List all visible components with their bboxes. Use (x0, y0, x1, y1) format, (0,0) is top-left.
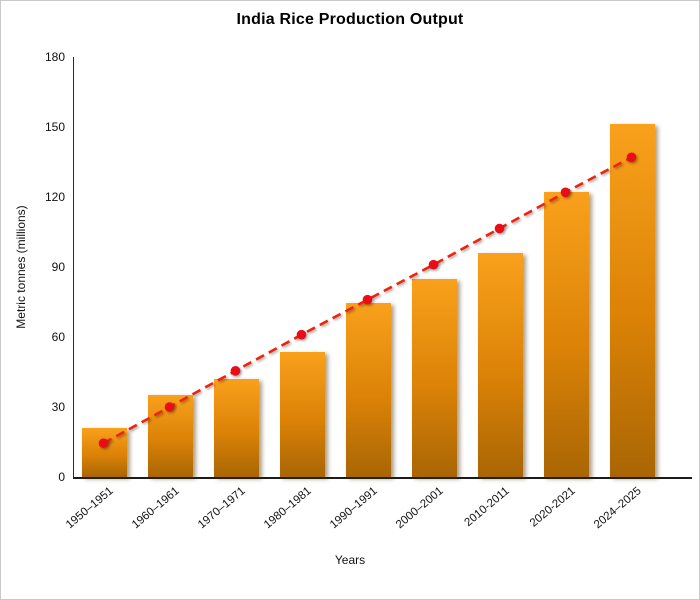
x-category-label: 1970–1971 (195, 485, 248, 532)
bar (214, 379, 259, 477)
chart-title: India Rice Production Output (236, 11, 464, 28)
x-category-label: 1960–1961 (129, 485, 182, 532)
x-category-label: 2010-2011 (462, 485, 512, 530)
plot-area (73, 57, 692, 479)
y-tick-label: 60 (51, 330, 65, 344)
bar (478, 253, 523, 477)
bar (346, 303, 391, 477)
bar (412, 278, 457, 477)
x-category-label: 2000–2001 (393, 485, 446, 532)
x-category-label: 2024–2025 (591, 485, 644, 532)
y-tick-label: 150 (44, 120, 65, 134)
y-tick-label: 30 (51, 400, 65, 414)
bar (280, 352, 325, 477)
y-tick-label: 90 (51, 260, 65, 274)
bar (544, 192, 589, 477)
x-category-label: 1950–1951 (63, 485, 116, 532)
x-category-label: 1980–1981 (261, 485, 314, 532)
bar (82, 428, 127, 477)
x-category-label: 2020-2021 (527, 485, 578, 530)
y-axis-title: Metric tonnes (millions) (14, 205, 28, 329)
x-category-label: 1990–1991 (327, 485, 380, 532)
y-tick-label: 120 (44, 190, 65, 204)
y-tick-label: 180 (44, 50, 65, 64)
bar (610, 123, 655, 477)
x-axis-title: Years (334, 553, 366, 567)
bar (148, 395, 193, 477)
y-tick-label: 0 (58, 470, 65, 484)
